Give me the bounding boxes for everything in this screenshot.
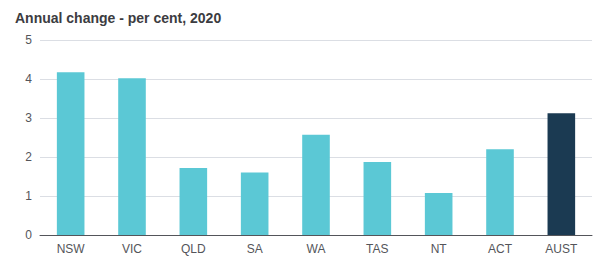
- svg-text:1: 1: [25, 189, 32, 203]
- svg-text:AUST: AUST: [545, 242, 578, 256]
- svg-text:2: 2: [25, 150, 32, 164]
- svg-text:Annual change - per cent, 2020: Annual change - per cent, 2020: [15, 10, 221, 26]
- svg-text:NSW: NSW: [57, 242, 86, 256]
- svg-text:5: 5: [25, 33, 32, 47]
- svg-text:3: 3: [25, 111, 32, 125]
- svg-text:QLD: QLD: [181, 242, 206, 256]
- svg-text:ACT: ACT: [488, 242, 513, 256]
- svg-text:4: 4: [25, 72, 32, 86]
- svg-text:NT: NT: [431, 242, 448, 256]
- svg-text:SA: SA: [247, 242, 263, 256]
- svg-text:WA: WA: [307, 242, 326, 256]
- svg-text:VIC: VIC: [122, 242, 142, 256]
- svg-text:0: 0: [25, 228, 32, 242]
- svg-text:TAS: TAS: [366, 242, 388, 256]
